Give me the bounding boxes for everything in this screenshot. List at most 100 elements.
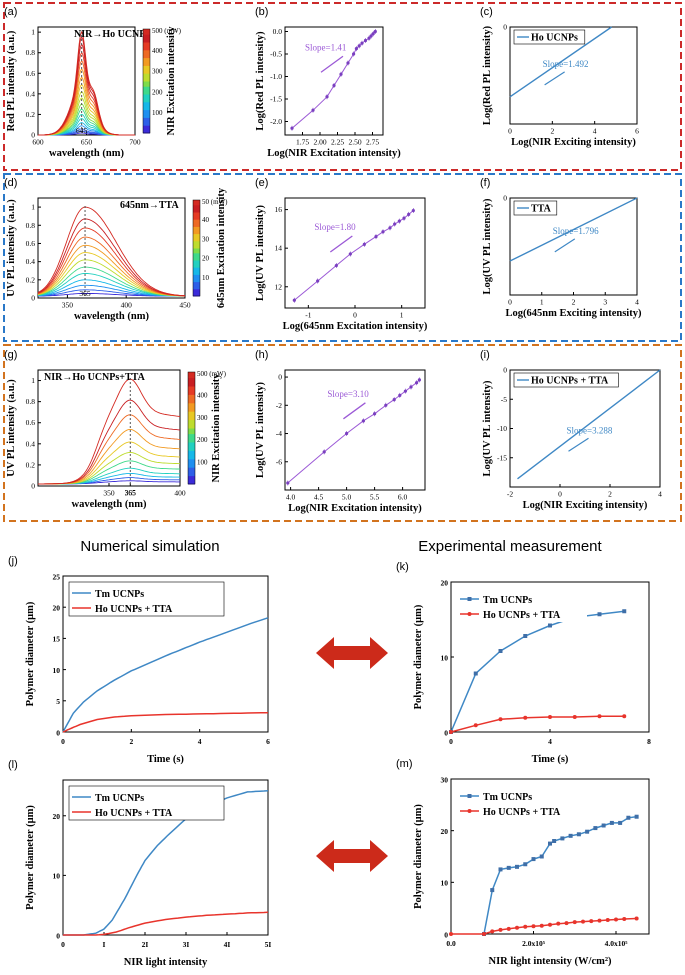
x-tick-label: 1.75 [296, 138, 309, 147]
data-point [523, 924, 528, 929]
colorbar-frame [187, 371, 196, 485]
colorbar-segment [188, 405, 195, 409]
colorbar-segment [188, 467, 195, 471]
y-tick-label: 30 [441, 775, 449, 784]
data-point [564, 921, 569, 926]
x-tick-label: 2.75 [366, 138, 379, 147]
panel-label: (a) [4, 6, 17, 18]
x-axis-label: Log(NIR Excitation intensity) [267, 148, 401, 159]
colorbar-segment [188, 470, 195, 474]
x-tick-label: 8 [647, 737, 651, 746]
colorbar-segment [188, 442, 195, 446]
colorbar-unit: 50 (mW) [202, 198, 228, 206]
y-tick-label: -4 [276, 429, 282, 438]
axes-frame [509, 26, 638, 125]
colorbar-segment [193, 219, 200, 223]
data-point [531, 857, 536, 862]
y-tick-label: -10 [497, 424, 507, 433]
legend-box [513, 200, 558, 216]
colorbar-segment [193, 288, 200, 292]
colorbar-tick-label: 300 [152, 68, 163, 76]
data-point [548, 623, 552, 628]
x-axis-label: Log(NIR Exciting intensity) [511, 137, 636, 148]
legend-label: Ho UCNPs + TTA [95, 808, 173, 819]
x-tick-label: 350 [62, 301, 74, 310]
data-point [393, 222, 397, 226]
legend-box [513, 372, 619, 388]
y-tick-label: 0.8 [26, 397, 36, 406]
data-point [362, 242, 366, 246]
colorbar-segment [143, 120, 150, 124]
data-point [634, 814, 639, 819]
y-tick-label: 0.6 [26, 418, 36, 427]
colorbar-segment [193, 228, 200, 232]
data-point [392, 398, 396, 402]
x-tick-label: 1 [400, 311, 404, 320]
colorbar-segment [143, 39, 150, 43]
chart-h: 4.0 4.5 5.0 5.5 6.0 -6 -4 -2 0 Log(NIR Excitation… [255, 349, 426, 514]
colorbar-segment [188, 481, 195, 485]
colorbar-tick-label: 200 [152, 88, 163, 96]
colorbar-segment [188, 461, 195, 465]
colorbar-tick-label: 30 [202, 235, 210, 243]
spectrum-line [37, 218, 186, 297]
colorbar-segment [188, 386, 195, 390]
data-point [407, 212, 411, 217]
colorbar-segment [143, 65, 150, 69]
data-point [369, 34, 373, 38]
y-tick-label: 0 [56, 728, 60, 737]
y-tick-label: 0.4 [26, 439, 36, 448]
legend-label: Ho UCNPs [531, 33, 578, 44]
panel-label: (m) [396, 758, 413, 770]
colorbar-segment [143, 62, 150, 66]
colorbar-frame [142, 28, 151, 134]
slope-label: Slope=1.41 [305, 42, 346, 52]
data-point [346, 61, 350, 65]
colorbar-segment [193, 293, 200, 297]
y-tick-label: 10 [53, 872, 61, 881]
data-point [292, 298, 296, 302]
colorbar-segment [193, 216, 200, 220]
colorbar-frame [192, 199, 201, 297]
slope-label: Slope=3.288 [567, 425, 613, 435]
colorbar-unit: 500 (mW) [152, 27, 182, 35]
data-point [449, 932, 453, 936]
x-tick-label: 2 [572, 298, 576, 307]
panel-label: (i) [480, 349, 490, 361]
x-tick-label: 0 [61, 940, 65, 949]
data-point [290, 126, 294, 130]
colorbar-segment [143, 31, 150, 35]
y-tick-label: 0 [278, 373, 282, 382]
y-tick-label: 0 [444, 728, 448, 737]
data-point [593, 826, 598, 831]
data-point [361, 419, 365, 423]
colorbar-segment [188, 422, 195, 426]
data-point [322, 450, 326, 454]
x-tick-label: -2 [507, 490, 513, 499]
colorbar-segment [188, 414, 195, 418]
data-point [348, 252, 352, 256]
x-tick-label: 600 [32, 138, 44, 147]
colorbar-segment [193, 269, 200, 273]
y-tick-label: 0 [31, 131, 35, 140]
data-point [286, 481, 290, 485]
colorbar-segment [143, 73, 150, 77]
y-tick-label: 0 [31, 482, 35, 491]
data-point [371, 32, 375, 36]
colorbar-label: NIR Excitation intensity [166, 26, 177, 136]
x-tick-label: 2I [142, 940, 149, 949]
colorbar-tick-label: 200 [197, 436, 208, 444]
colorbar-segment [143, 75, 150, 79]
y-tick-label: -15 [497, 453, 507, 462]
data-point [548, 715, 552, 719]
legend-label: Ho UCNPs + TTA [95, 604, 173, 615]
legend-box [68, 785, 225, 821]
data-point [576, 832, 581, 837]
colorbar-segment [193, 226, 200, 230]
x-tick-label: 400 [121, 301, 133, 310]
colorbar-segment [188, 425, 195, 429]
panel-label: (k) [396, 561, 409, 573]
panel-label: (e) [255, 177, 268, 189]
colorbar-segment [193, 212, 200, 215]
